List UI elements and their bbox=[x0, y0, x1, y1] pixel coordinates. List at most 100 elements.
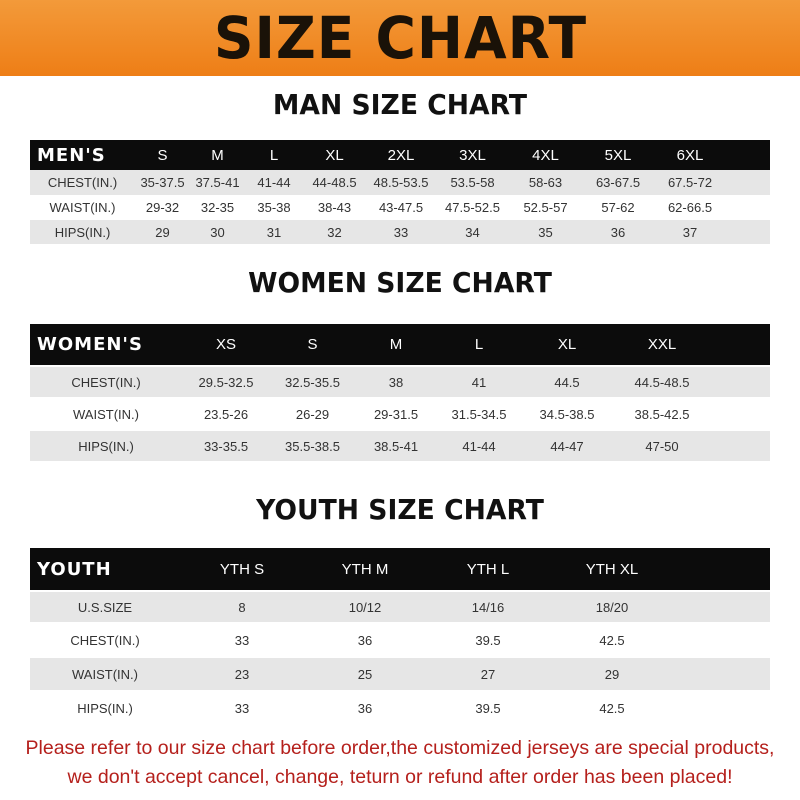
row-label: WAIST(IN.) bbox=[72, 666, 138, 682]
size-value: 35.5-38.5 bbox=[285, 438, 340, 454]
size-value: 41-44 bbox=[462, 438, 496, 454]
size-value: 29 bbox=[155, 224, 170, 240]
size-value: 36 bbox=[357, 700, 373, 716]
size-value: 26-29 bbox=[295, 406, 330, 422]
size-value: 33 bbox=[393, 224, 409, 240]
table-row: CHEST(IN.) 29.5-32.5 32.5-35.5 38 41 44.5 44.5… bbox=[30, 367, 770, 397]
men-header-row: MEN'S S M L XL 2XL 3XL 4XL 5XL 6XL bbox=[30, 140, 770, 170]
row-label: WAIST(IN.) bbox=[73, 406, 139, 422]
size-header: XL bbox=[325, 146, 344, 164]
row-label: WAIST(IN.) bbox=[49, 200, 116, 215]
table-row: WAIST(IN.) 23.5-26 26-29 29-31.5 31.5-34.5 34… bbox=[30, 399, 770, 429]
row-label: CHEST(IN.) bbox=[70, 632, 140, 648]
table-row: CHEST(IN.) 33 36 39.5 42.5 bbox=[30, 624, 770, 656]
youth-heading: YOUTH SIZE CHART bbox=[256, 493, 544, 526]
men-size-table: MEN'S S M L XL 2XL 3XL 4XL 5XL 6XL CHEST(IN.) 35-37… bbox=[30, 140, 770, 244]
size-value: 41 bbox=[471, 374, 487, 390]
size-value: 39.5 bbox=[475, 632, 501, 648]
size-value: 44-47 bbox=[550, 438, 584, 454]
table-row: CHEST(IN.) 35-37.5 37.5-41 41-44 44-48.5 48.5… bbox=[30, 170, 770, 195]
size-value: 14/16 bbox=[471, 599, 505, 615]
size-header: XL bbox=[557, 336, 577, 353]
size-header: L bbox=[474, 336, 484, 353]
size-header: M bbox=[389, 336, 403, 353]
row-label: HIPS(IN.) bbox=[54, 224, 111, 240]
size-value: 62-66.5 bbox=[667, 200, 713, 215]
row-label: U.S.SIZE bbox=[77, 599, 133, 615]
size-header: XXL bbox=[647, 336, 677, 353]
size-value: 32 bbox=[327, 224, 342, 240]
table-row: HIPS(IN.) 33-35.5 35.5-38.5 38.5-41 41-44 44-… bbox=[30, 431, 770, 461]
table-title: WOMEN'S bbox=[37, 334, 143, 355]
size-value: 67.5-72 bbox=[667, 175, 713, 190]
men-heading: MAN SIZE CHART bbox=[272, 88, 528, 121]
row-label: HIPS(IN.) bbox=[77, 700, 133, 716]
size-value: 63-67.5 bbox=[595, 175, 641, 190]
size-header: L bbox=[269, 146, 279, 164]
women-size-table: WOMEN'S XS S M L XL XXL CHEST(IN.) 29.5-32.5 32.5… bbox=[30, 322, 770, 461]
row-label: CHEST(IN.) bbox=[71, 374, 141, 390]
row-label: CHEST(IN.) bbox=[47, 175, 118, 190]
size-value: 34 bbox=[465, 224, 480, 240]
table-row: WAIST(IN.) 23 25 27 29 bbox=[30, 658, 770, 690]
size-value: 47-50 bbox=[645, 438, 679, 454]
women-heading: WOMEN SIZE CHART bbox=[248, 266, 552, 299]
row-label: HIPS(IN.) bbox=[78, 438, 134, 454]
size-header: 4XL bbox=[532, 146, 559, 164]
size-header: 6XL bbox=[676, 146, 704, 164]
title-banner: SIZE CHART bbox=[0, 0, 800, 76]
size-value: 44.5-48.5 bbox=[634, 374, 690, 390]
disclaimer-line-1: Please refer to our size chart before or… bbox=[25, 737, 775, 759]
size-value: 30 bbox=[210, 224, 225, 240]
size-value: 38 bbox=[388, 374, 404, 390]
size-value: 35-38 bbox=[257, 200, 291, 215]
size-value: 42.5 bbox=[599, 632, 625, 648]
size-value: 35 bbox=[538, 224, 553, 240]
table-title: MEN'S bbox=[37, 144, 106, 166]
size-header: 3XL bbox=[459, 146, 486, 164]
size-value: 38.5-42.5 bbox=[634, 406, 690, 422]
size-value: 44-48.5 bbox=[312, 175, 357, 190]
size-value: 37.5-41 bbox=[195, 175, 240, 190]
size-header: S bbox=[307, 336, 318, 353]
size-header: XS bbox=[215, 336, 236, 353]
table-row: U.S.SIZE 8 10/12 14/16 18/20 bbox=[30, 592, 770, 622]
size-value: 57-62 bbox=[601, 200, 635, 215]
size-header: 5XL bbox=[604, 146, 632, 164]
size-value: 18/20 bbox=[595, 599, 629, 615]
size-value: 29 bbox=[604, 666, 620, 682]
size-value: 36 bbox=[610, 224, 626, 240]
size-value: 25 bbox=[357, 666, 373, 682]
women-header-row: WOMEN'S XS S M L XL XXL bbox=[30, 324, 770, 365]
size-header: YTH L bbox=[466, 560, 510, 578]
size-value: 38.5-41 bbox=[373, 438, 419, 454]
size-value: 33 bbox=[234, 700, 250, 716]
size-value: 44.5 bbox=[554, 374, 580, 390]
size-value: 39.5 bbox=[475, 700, 501, 716]
size-value: 58-63 bbox=[528, 175, 563, 190]
size-value: 10/12 bbox=[348, 599, 382, 615]
youth-header-row: YOUTH YTH S YTH M YTH L YTH XL bbox=[30, 548, 770, 590]
size-value: 48.5-53.5 bbox=[373, 175, 429, 190]
size-value: 32.5-35.5 bbox=[285, 374, 340, 390]
size-value: 41-44 bbox=[257, 175, 291, 190]
size-value: 36 bbox=[357, 632, 373, 648]
table-title: YOUTH bbox=[37, 558, 112, 580]
youth-size-table: YOUTH YTH S YTH M YTH L YTH XL U.S.SIZE 8 10/12… bbox=[30, 546, 770, 724]
size-value: 8 bbox=[238, 599, 246, 615]
size-value: 33-35.5 bbox=[203, 438, 249, 454]
size-value: 42.5 bbox=[599, 700, 625, 716]
size-value: 32-35 bbox=[200, 200, 235, 215]
size-value: 31 bbox=[266, 224, 282, 240]
size-value: 31.5-34.5 bbox=[451, 406, 507, 422]
disclaimer: Please refer to our size chart before or… bbox=[0, 734, 800, 792]
size-header: 2XL bbox=[387, 146, 415, 164]
size-value: 35-37.5 bbox=[140, 175, 185, 190]
size-value: 23 bbox=[234, 666, 250, 682]
page-title: SIZE CHART bbox=[213, 4, 587, 72]
disclaimer-line-2: we don't accept cancel, change, teturn o… bbox=[67, 766, 733, 788]
size-value: 47.5-52.5 bbox=[445, 200, 500, 215]
size-value: 27 bbox=[480, 666, 496, 682]
size-value: 29.5-32.5 bbox=[198, 374, 254, 390]
size-value: 53.5-58 bbox=[450, 175, 495, 190]
